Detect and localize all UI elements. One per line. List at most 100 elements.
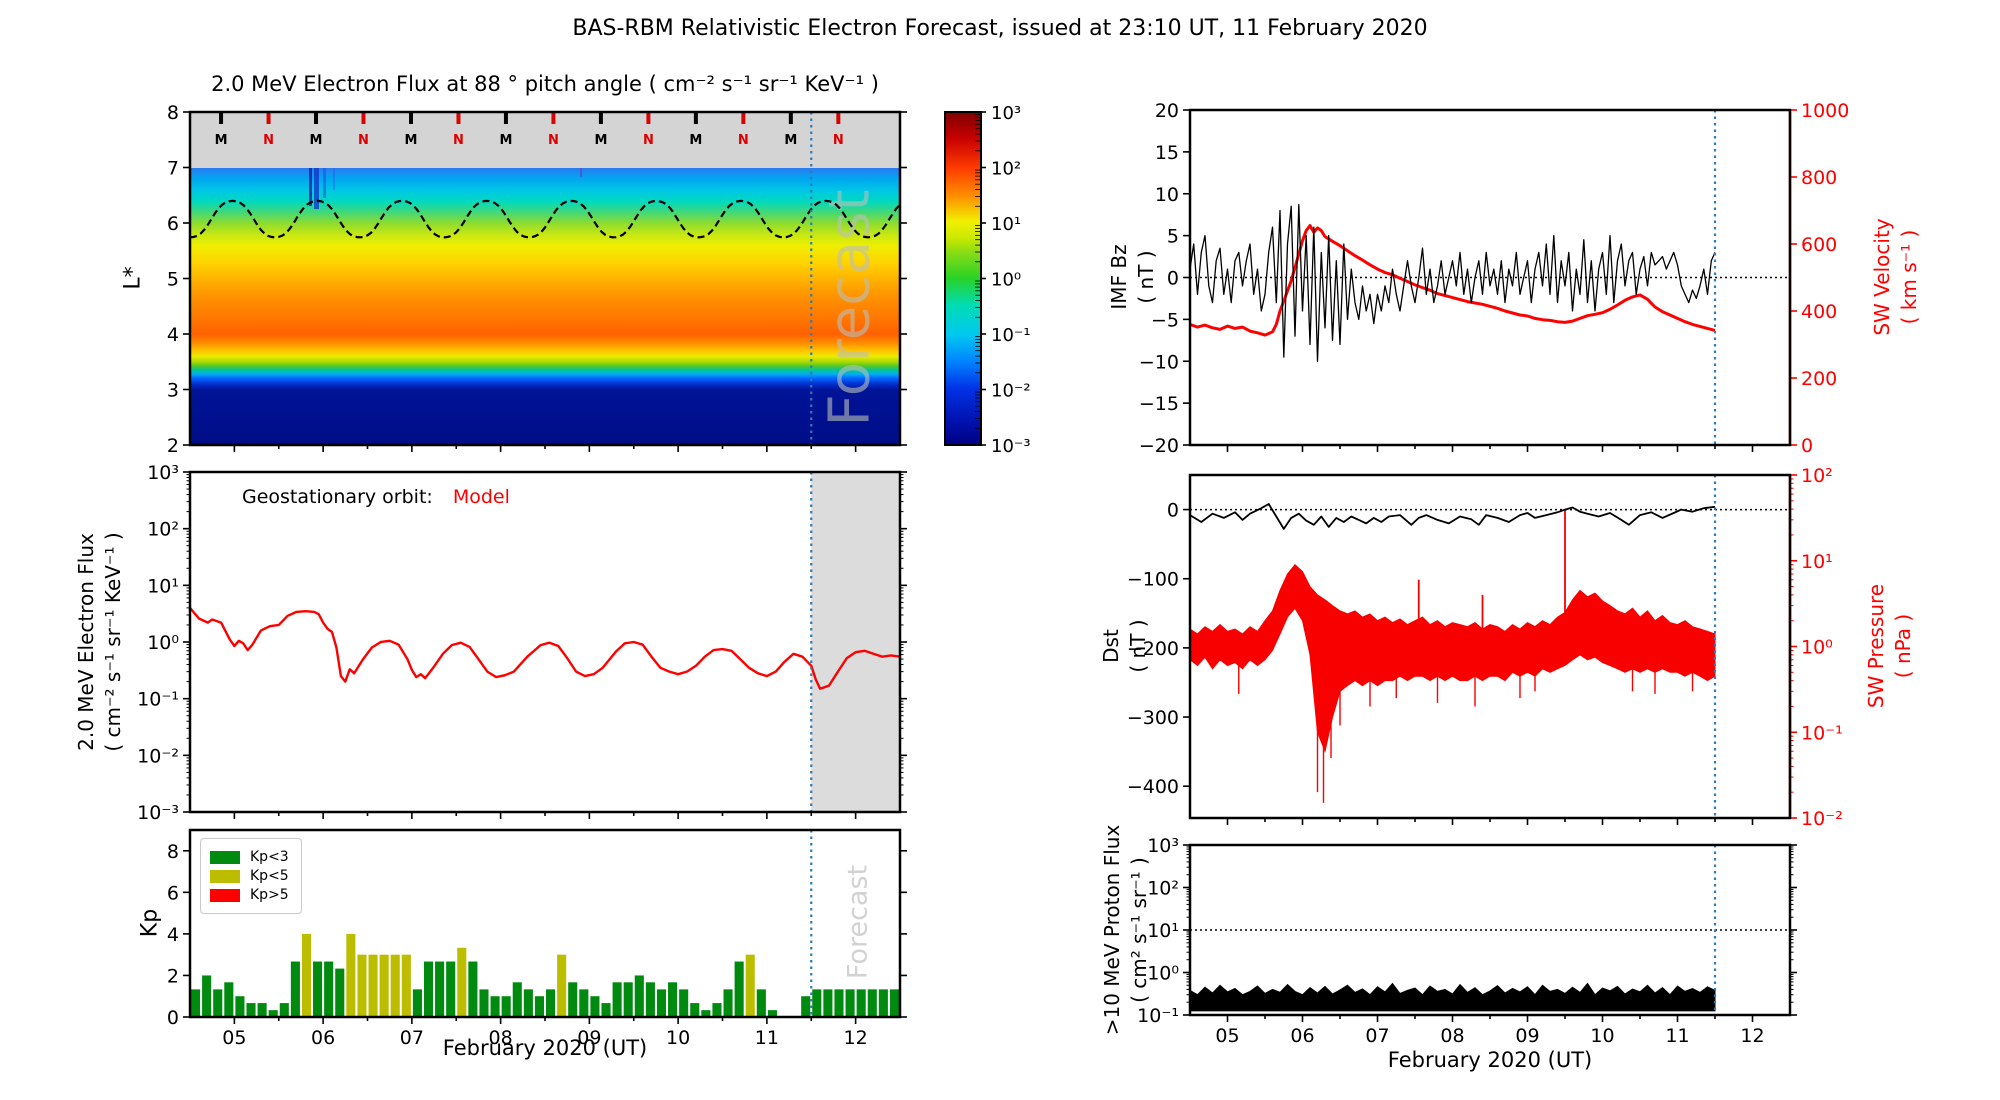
svg-text:10⁻³: 10⁻³: [991, 436, 1031, 457]
imf-bz-line: [1189, 203, 1716, 362]
svg-text:M: M: [499, 133, 512, 148]
kp-bar: [191, 989, 201, 1017]
kp-bar: [523, 989, 533, 1017]
kp-plot: 8 6 4 2 0 05 06 07 08 09 10 11 12: [167, 828, 907, 1049]
kp-bar: [490, 996, 500, 1017]
kp-bar: [656, 989, 667, 1017]
imf-sw-velocity-panel: 20 15 10 5 0 −5 −10 −15 −20 1000 800 600 400 200 0: [1139, 100, 1849, 457]
svg-text:10⁻³: 10⁻³: [137, 802, 179, 824]
svg-text:10⁻²: 10⁻²: [137, 745, 179, 767]
kp-bar: [512, 982, 522, 1017]
dst-pressure-plot: 0 −100 −200 −300 −400 10² 10¹ 10⁰ 10⁻¹ 10⁻²: [1127, 465, 1843, 830]
svg-text:10⁰: 10⁰: [147, 632, 179, 654]
kp-bar: [845, 989, 855, 1017]
svg-text:6: 6: [167, 213, 179, 235]
svg-text:7: 7: [167, 158, 179, 180]
svg-text:4: 4: [167, 324, 179, 346]
kp-bar: [634, 975, 644, 1017]
svg-text:07: 07: [400, 1027, 424, 1049]
svg-text:M: M: [594, 133, 607, 148]
svg-text:10⁰: 10⁰: [991, 270, 1021, 291]
svg-text:10⁻²: 10⁻²: [1801, 808, 1843, 830]
kp-bar: [368, 954, 378, 1017]
kp-xlabel: February 2020 (UT): [442, 1036, 648, 1060]
flux-annotation-prefix: Geostationary orbit:: [242, 486, 433, 508]
svg-text:10²: 10²: [1147, 878, 1179, 900]
proton-flux-plot: 10³ 10² 10¹ 10⁰ 10⁻¹ 05 06 07 08 09 10 11 12: [1137, 835, 1797, 1047]
sw-velocity-ylabel: SW Velocity ( km s⁻¹ ): [1870, 218, 1921, 336]
dst-ylabel: Dst ( nT ): [1099, 619, 1150, 673]
svg-text:0: 0: [167, 1007, 179, 1029]
svg-text:10²: 10²: [1801, 465, 1833, 487]
kp-bar: [446, 961, 456, 1017]
svg-text:10³: 10³: [1147, 835, 1179, 857]
kp-bar: [357, 954, 367, 1017]
panel-border: [1188, 473, 1792, 820]
colorbar-gradient: [945, 112, 981, 445]
svg-text:10⁻¹: 10⁻¹: [991, 325, 1031, 346]
svg-text:10: 10: [1590, 1025, 1614, 1047]
svg-text:5: 5: [167, 269, 179, 291]
heatmap-axes: M N M N M N M N M N M N M N 8 7 6 5 4 3 2: [167, 102, 907, 457]
no-data-band: [190, 112, 900, 168]
kp-bar: [401, 954, 411, 1017]
svg-text:10: 10: [666, 1027, 690, 1049]
kp-bar: [834, 989, 844, 1017]
svg-text:8: 8: [167, 841, 179, 863]
flux-annotation-series: Model: [452, 486, 510, 508]
svg-text:N: N: [643, 133, 654, 148]
kp-bar: [412, 989, 422, 1017]
svg-text:400: 400: [1801, 301, 1837, 323]
svg-text:200: 200: [1801, 368, 1837, 390]
svg-text:M: M: [310, 133, 323, 148]
kp-bar: [268, 1010, 278, 1017]
svg-text:600: 600: [1801, 234, 1837, 256]
svg-text:10³: 10³: [991, 103, 1021, 124]
svg-text:−5: −5: [1151, 309, 1179, 331]
colorbar: 10³ 10² 10¹ 10⁰ 10⁻¹ 10⁻² 10⁻³: [944, 103, 1031, 457]
svg-text:10¹: 10¹: [1801, 551, 1833, 573]
svg-text:N: N: [833, 133, 844, 148]
kp-bar: [579, 989, 589, 1017]
svg-text:8: 8: [167, 102, 179, 124]
svg-text:N: N: [548, 133, 559, 148]
svg-text:6: 6: [167, 882, 179, 904]
svg-text:06: 06: [1290, 1025, 1314, 1047]
svg-text:12: 12: [844, 1027, 868, 1049]
svg-text:4: 4: [167, 924, 179, 946]
kp-bar: [257, 1003, 267, 1017]
kp-bar: [202, 975, 212, 1017]
kp-bar: [546, 989, 556, 1017]
model-flux-line: [189, 607, 901, 690]
panel-border: [1188, 843, 1792, 1017]
kp-bar: [435, 961, 445, 1017]
heatmap-streak: [579, 167, 582, 178]
svg-text:2: 2: [167, 435, 179, 457]
panel-border: [1188, 108, 1792, 447]
kp-bar: [612, 982, 622, 1017]
proton-xlabel: February 2020 (UT): [1387, 1048, 1593, 1072]
sw-pressure-ylabel: SW Pressure ( nPa ): [1864, 583, 1915, 709]
heatmap-streak: [332, 167, 335, 190]
kp-bar: [501, 996, 511, 1017]
svg-text:12: 12: [1740, 1025, 1764, 1047]
svg-text:3: 3: [167, 380, 179, 402]
kp-bar: [290, 961, 300, 1017]
kp-bar: [601, 1003, 611, 1017]
kp-legend: Kp<3 Kp<5 Kp>5: [200, 838, 302, 914]
kp-legend-row-low: Kp<3: [210, 849, 289, 865]
kp-bar: [812, 989, 822, 1017]
kp-bar: [878, 989, 888, 1017]
kp-bar: [379, 954, 389, 1017]
kp-bar: [279, 1003, 289, 1017]
kp-bar: [856, 989, 866, 1017]
heatmap-streak: [322, 167, 326, 199]
flux-plot: 10³ 10² 10¹ 10⁰ 10⁻¹ 10⁻² 10⁻³: [137, 462, 907, 824]
dst-sw-pressure-panel: 0 −100 −200 −300 −400 10² 10¹ 10⁰ 10⁻¹ 10⁻²: [1127, 465, 1843, 830]
panel-border: [188, 110, 902, 447]
kp-panel: Forecast 8 6 4 2 0 05 06 07 08 09 10 11 12 Kp<3 Kp<5…: [167, 828, 907, 1049]
svg-text:11: 11: [1665, 1025, 1689, 1047]
svg-text:−300: −300: [1127, 707, 1179, 729]
svg-text:0: 0: [1801, 435, 1813, 457]
